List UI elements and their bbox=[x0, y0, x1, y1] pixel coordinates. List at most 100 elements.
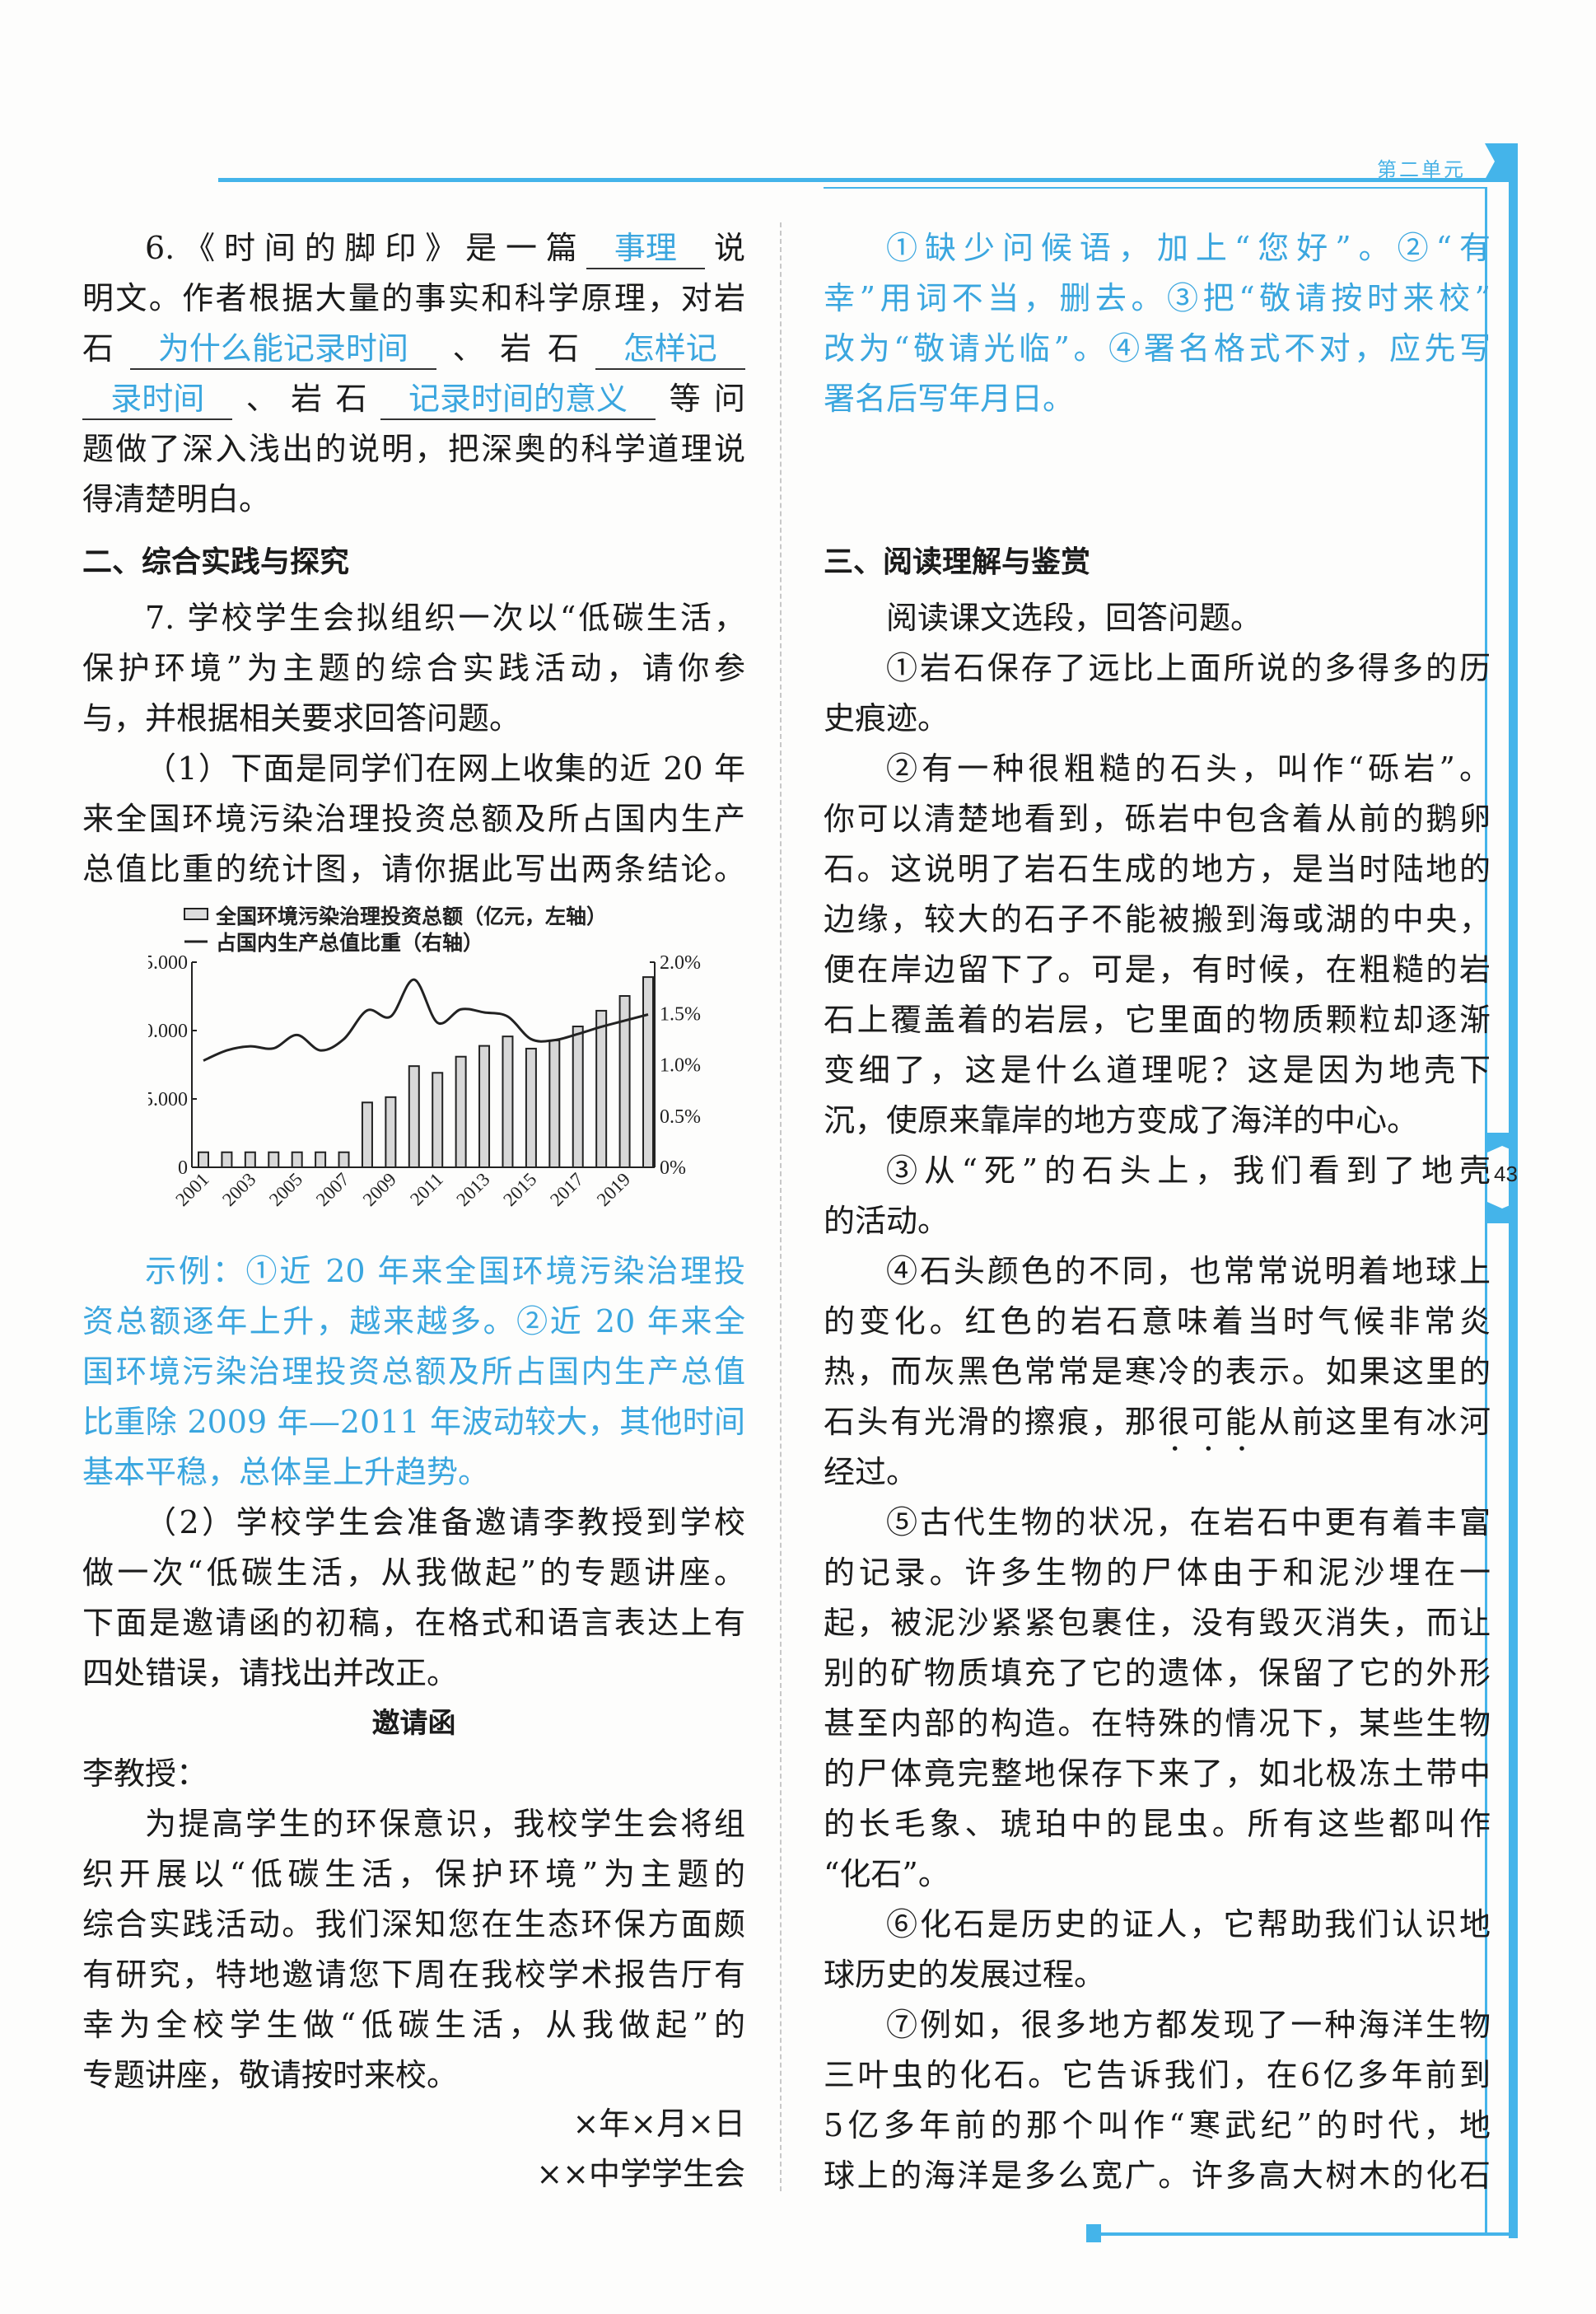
text-segment: ××中学学生会 bbox=[536, 2156, 745, 2192]
text-segment: ②有一种很粗糙的石头，叫作“砾岩”。 bbox=[886, 750, 1491, 787]
answer-blank: 录时间 bbox=[82, 379, 233, 420]
text-line: 下面是邀请函的初稿，在格式和语言表达上有 bbox=[82, 1598, 745, 1648]
bar-2001 bbox=[198, 1151, 209, 1168]
text-segment: 李教授： bbox=[82, 1755, 208, 1792]
text-segment: 变细了，这是什么道理呢？这是因为地壳下 bbox=[824, 1052, 1491, 1088]
text-line: 综合实践活动。我们深知您在生态环保方面颇 bbox=[82, 1900, 745, 1950]
text-segment: 总值比重的统计图，请你据此写出两条结论。 bbox=[82, 851, 745, 887]
text-line: 织开展以“低碳生活，保护环境”为主题的 bbox=[82, 1849, 745, 1900]
bar-2019 bbox=[618, 995, 631, 1168]
text-segment: 的尸体竟完整地保存下来了，如北极冻土带中 bbox=[824, 1755, 1491, 1792]
text-line: 球上的海洋是多么宽广。许多高大树木的化石 bbox=[824, 2151, 1491, 2201]
example-answer: 示例：①近 20 年来全国环境污染治理投 资总额逐年上升，越来越多。②近 20 年… bbox=[82, 1246, 745, 1498]
text-line: 为提高学生的环保意识，我校学生会将组 bbox=[82, 1799, 745, 1849]
text-segment: 改为“敬请光临”。④署名格式不对，应先写 bbox=[824, 330, 1491, 367]
answer-corrections: ①缺少问候语，加上“您好”。②“有 幸”用词不当，删去。③把“敬请按时来校” 改为“… bbox=[824, 223, 1491, 424]
text-line: 你可以清楚地看到，砾岩中包含着从前的鹅卵 bbox=[824, 794, 1491, 844]
text-line: ③从“死”的石头上，我们看到了地壳 bbox=[824, 1146, 1491, 1196]
question-6: 6.《时间的脚印》是一篇 事理说明文。作者根据大量的事实和科学原理，对岩石为什么能… bbox=[82, 223, 745, 525]
text-line: 石为什么能记录时间 、岩石 怎样记 bbox=[82, 324, 745, 374]
emphasized-text: 很可能 bbox=[1158, 1404, 1259, 1440]
text-segment: 球上的海洋是多么宽广。许多高大树木的化石 bbox=[824, 2157, 1491, 2194]
gdp-share-line bbox=[203, 978, 649, 1062]
text-segment: ③从“死”的石头上，我们看到了地壳 bbox=[886, 1152, 1491, 1189]
bar-2012 bbox=[455, 1055, 467, 1169]
text-line: 的长毛象、琥珀中的昆虫。所有这些都叫作 bbox=[824, 1799, 1491, 1849]
text-segment: 题做了深入浅出的说明，把深奥的科学道理说 bbox=[82, 431, 745, 467]
text-line: 得清楚明白。 bbox=[82, 474, 745, 525]
text-line: 沉，使原来靠岸的地方变成了海洋的中心。 bbox=[824, 1096, 1491, 1146]
text-segment: ①岩石保存了远比上面所说的多得多的历 bbox=[886, 650, 1491, 686]
x-tick-label: 2009 bbox=[359, 1169, 400, 1210]
x-tick-label: 2019 bbox=[593, 1169, 634, 1210]
left-tick-label: 10.000 bbox=[148, 1021, 188, 1042]
text-line: 基本平稳，总体呈上升趋势。 bbox=[82, 1447, 745, 1498]
right-tick-label: 1.5% bbox=[660, 1003, 701, 1025]
bar-2003 bbox=[244, 1151, 256, 1168]
text-segment: 基本平稳，总体呈上升趋势。 bbox=[82, 1454, 490, 1490]
text-segment: 示例：①近 20 年来全国环境污染治理投 bbox=[145, 1253, 745, 1289]
page-number-tab-icon bbox=[1487, 1133, 1518, 1223]
answer-blank: 记录时间的意义 bbox=[380, 379, 656, 420]
text-line: 四处错误，请找出并改正。 bbox=[82, 1648, 745, 1699]
text-segment: 幸为全校学生做“低碳生活，从我做起”的 bbox=[82, 2007, 745, 2043]
text-segment: 便在岸边留下了。可是，有时候，在粗糙的岩 bbox=[824, 951, 1491, 988]
unit-tab-chevron-icon bbox=[1485, 143, 1518, 180]
bar-2005 bbox=[291, 1151, 303, 1168]
answer-blank: 事理 bbox=[586, 228, 706, 269]
text-segment: 5亿多年前的那个叫作“寒武纪”的时代，地 bbox=[824, 2107, 1491, 2143]
text-line: 边缘，较大的石子不能被搬到海或湖的中央， bbox=[824, 895, 1491, 945]
text-segment: ⑥化石是历史的证人，它帮助我们认识地 bbox=[886, 1906, 1491, 1942]
text-line: 来全国环境污染治理投资总额及所占国内生产 bbox=[82, 794, 745, 844]
left-tick-label: 0 bbox=[178, 1157, 188, 1179]
text-line: 球历史的发展过程。 bbox=[824, 1950, 1491, 2000]
text-line: 保护环境”为主题的综合实践活动，请你参 bbox=[82, 643, 745, 694]
text-line: ②有一种很粗糙的石头，叫作“砾岩”。 bbox=[824, 744, 1491, 794]
text-line: 的活动。 bbox=[824, 1196, 1491, 1246]
text-line: 阅读课文选段，回答问题。 bbox=[824, 593, 1491, 643]
column-divider bbox=[780, 222, 782, 2191]
text-segment: ①缺少问候语，加上“您好”。②“有 bbox=[886, 230, 1491, 266]
text-segment: 、岩石 bbox=[232, 381, 380, 417]
text-line: 变细了，这是什么道理呢？这是因为地壳下 bbox=[824, 1045, 1491, 1096]
text-line: 与，并根据相关要求回答问题。 bbox=[82, 694, 745, 744]
text-line: 邀请函 bbox=[82, 1699, 745, 1749]
text-line: 别的矿物质填充了它的遗体，保留了它的外形 bbox=[824, 1648, 1491, 1699]
text-line: 5亿多年前的那个叫作“寒武纪”的时代，地 bbox=[824, 2101, 1491, 2151]
text-segment: 下面是邀请函的初稿，在格式和语言表达上有 bbox=[82, 1605, 745, 1641]
text-line: 题做了深入浅出的说明，把深奥的科学道理说 bbox=[82, 424, 745, 474]
text-segment: 说 bbox=[705, 230, 745, 266]
legend-bar-swatch bbox=[184, 908, 208, 920]
text-line: ⑤古代生物的状况，在岩石中更有着丰富 bbox=[824, 1498, 1491, 1548]
bar-2018 bbox=[595, 1009, 608, 1169]
text-line: 录时间 、岩石 记录时间的意义 等问 bbox=[82, 374, 745, 424]
text-segment: 的变化。红色的岩石意味着当时气候非常炎 bbox=[824, 1303, 1491, 1339]
bar-2004 bbox=[268, 1151, 280, 1168]
right-tick-label: 1.0% bbox=[660, 1055, 701, 1077]
text-line: ①岩石保存了远比上面所说的多得多的历 bbox=[824, 643, 1491, 694]
text-line: “化石”。 bbox=[824, 1849, 1491, 1900]
text-segment: （2）学校学生会准备邀请李教授到学校 bbox=[145, 1504, 745, 1540]
text-line: 有研究，特地邀请您下周在我校学术报告厅有 bbox=[82, 1950, 745, 2000]
bar-2015 bbox=[525, 1047, 537, 1168]
legend-bar-label: 全国环境污染治理投资总额（亿元，左轴） bbox=[215, 905, 607, 928]
letter-signoff: ×年×月×日 ××中学学生会 bbox=[82, 2099, 745, 2199]
text-segment: “化石”。 bbox=[824, 1856, 950, 1892]
legend-line-label: 占国内生产总值比重（右轴） bbox=[216, 931, 483, 955]
left-tick-label: 15.000 bbox=[148, 952, 188, 974]
text-line: 经过。 bbox=[824, 1447, 1491, 1498]
text-segment: ④石头颜色的不同，也常常说明着地球上 bbox=[886, 1253, 1491, 1289]
text-segment: ⑦例如，很多地方都发现了一种海洋生物 bbox=[886, 2007, 1491, 2043]
bar-2013 bbox=[478, 1045, 491, 1169]
text-segment: 从前这里有冰河 bbox=[1258, 1404, 1491, 1440]
text-segment: 有研究，特地邀请您下周在我校学术报告厅有 bbox=[82, 1956, 745, 1993]
text-line: 石。这说明了岩石生成的地方，是当时陆地的 bbox=[824, 844, 1491, 895]
text-segment: 边缘，较大的石子不能被搬到海或湖的中央， bbox=[824, 901, 1491, 937]
text-segment: 起，被泥沙紧紧包裹住，没有毁灭消失，而让 bbox=[824, 1605, 1491, 1641]
text-segment: 石头有光滑的擦痕，那 bbox=[824, 1404, 1159, 1440]
text-segment: 综合实践活动。我们深知您在生态环保方面颇 bbox=[82, 1906, 745, 1942]
text-line: ⑦例如，很多地方都发现了一种海洋生物 bbox=[824, 2000, 1491, 2050]
text-line: 石头有光滑的擦痕，那很可能从前这里有冰河 bbox=[824, 1397, 1491, 1447]
investment-chart: 全国环境污染治理投资总额（亿元，左轴） 占国内生产总值比重（右轴） 0 5.000 10… bbox=[148, 905, 701, 1210]
text-segment: ⑤古代生物的状况，在岩石中更有着丰富 bbox=[886, 1504, 1491, 1540]
